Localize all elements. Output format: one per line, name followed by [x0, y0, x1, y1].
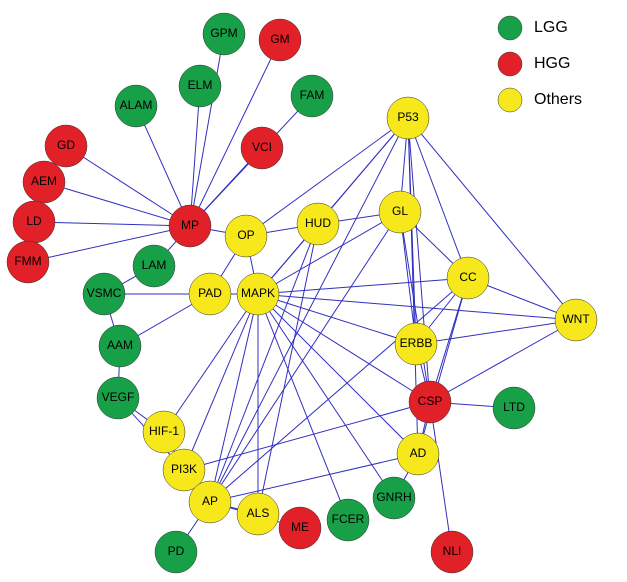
- node-CC: CC: [447, 257, 489, 299]
- node-circle-CC: [447, 257, 489, 299]
- node-GD: GD: [45, 125, 87, 167]
- node-circle-VEGF: [97, 377, 139, 419]
- legend-swatch-Others: [498, 88, 522, 112]
- node-circle-LD: [13, 201, 55, 243]
- node-ERBB: ERBB: [395, 323, 437, 365]
- node-MP: MP: [169, 205, 211, 247]
- node-circle-GNRH: [373, 477, 415, 519]
- node-LAM: LAM: [133, 245, 175, 287]
- node-circle-LAM: [133, 245, 175, 287]
- node-HIF1: HIF-1: [143, 411, 185, 453]
- network-diagram: GPM GM ELM FAM ALAM P53 GD VCI AEMLD MP OP HUD GL FMM…: [0, 0, 627, 582]
- edge-CSP-WNT: [430, 320, 576, 402]
- node-circle-PAD: [189, 273, 231, 315]
- edge-MP-LD: [34, 222, 190, 226]
- edge-ERBB-WNT: [416, 320, 576, 344]
- node-AAM: AAM: [99, 325, 141, 367]
- node-circle-CSP: [409, 381, 451, 423]
- edge-MP-AEM: [44, 182, 190, 226]
- legend-swatch-LGG: [498, 16, 522, 40]
- edge-PI3K-MAPK: [184, 294, 258, 470]
- node-NLI: NLI: [431, 531, 473, 573]
- edge-MAPK-ERBB: [258, 294, 416, 344]
- edge-MAPK-CC: [258, 278, 468, 294]
- node-OP: OP: [225, 215, 267, 257]
- legend: LGG HGG Others: [498, 16, 582, 112]
- node-circle-GM: [259, 19, 301, 61]
- edge-MAPK-FCER: [258, 294, 348, 520]
- edge-CSP-NLI: [430, 402, 452, 552]
- node-ME: ME: [279, 507, 321, 549]
- legend-swatch-HGG: [498, 52, 522, 76]
- node-VSMC: VSMC: [83, 273, 125, 315]
- legend-label-LGG: LGG: [534, 19, 568, 36]
- node-PD: PD: [155, 531, 197, 573]
- node-circle-AEM: [23, 161, 65, 203]
- node-ELM: ELM: [179, 65, 221, 107]
- node-circle-VSMC: [83, 273, 125, 315]
- node-circle-VCI: [241, 127, 283, 169]
- node-LD: LD: [13, 201, 55, 243]
- edge-MP-GD: [66, 146, 190, 226]
- node-circle-HUD: [297, 203, 339, 245]
- node-circle-ALS: [237, 493, 279, 535]
- node-circle-P53: [387, 97, 429, 139]
- edge-MP-GPM: [190, 34, 224, 226]
- node-circle-FMM: [7, 241, 49, 283]
- legend-label-HGG: HGG: [534, 55, 570, 72]
- node-circle-AAM: [99, 325, 141, 367]
- node-circle-MP: [169, 205, 211, 247]
- node-circle-GL: [379, 191, 421, 233]
- node-circle-ME: [279, 507, 321, 549]
- node-AD: AD: [397, 433, 439, 475]
- node-circle-HIF1: [143, 411, 185, 453]
- node-circle-MAPK: [237, 273, 279, 315]
- node-GL: GL: [379, 191, 421, 233]
- node-VEGF: VEGF: [97, 377, 139, 419]
- node-AP: AP: [189, 481, 231, 523]
- node-circle-LTD: [493, 387, 535, 429]
- node-circle-GD: [45, 125, 87, 167]
- node-circle-FCER: [327, 499, 369, 541]
- edge-GL-CSP: [400, 212, 430, 402]
- edge-AP-HUD: [210, 224, 318, 502]
- node-MAPK: MAPK: [237, 273, 279, 315]
- node-FAM: FAM: [291, 75, 333, 117]
- node-circle-GPM: [203, 13, 245, 55]
- edge-P53-CC: [408, 118, 468, 278]
- node-VCI: VCI: [241, 127, 283, 169]
- node-circle-PD: [155, 531, 197, 573]
- node-circle-ERBB: [395, 323, 437, 365]
- node-circle-FAM: [291, 75, 333, 117]
- node-WNT: WNT: [555, 299, 597, 341]
- node-PAD: PAD: [189, 273, 231, 315]
- node-ALS: ALS: [237, 493, 279, 535]
- node-GNRH: GNRH: [373, 477, 415, 519]
- node-circle-ELM: [179, 65, 221, 107]
- node-LTD: LTD: [493, 387, 535, 429]
- node-circle-OP: [225, 215, 267, 257]
- node-AEM: AEM: [23, 161, 65, 203]
- node-GM: GM: [259, 19, 301, 61]
- node-FCER: FCER: [327, 499, 369, 541]
- node-circle-NLI: [431, 531, 473, 573]
- node-circle-WNT: [555, 299, 597, 341]
- node-circle-AD: [397, 433, 439, 475]
- node-circle-AP: [189, 481, 231, 523]
- edge-P53-WNT: [408, 118, 576, 320]
- node-ALAM: ALAM: [115, 85, 157, 127]
- node-CSP: CSP: [409, 381, 451, 423]
- node-HUD: HUD: [297, 203, 339, 245]
- edge-MAPK-AD: [258, 294, 418, 454]
- edge-CC-AD: [418, 278, 468, 454]
- node-GPM: GPM: [203, 13, 245, 55]
- legend-label-Others: Others: [534, 91, 582, 108]
- node-circle-ALAM: [115, 85, 157, 127]
- node-P53: P53: [387, 97, 429, 139]
- node-FMM: FMM: [7, 241, 49, 283]
